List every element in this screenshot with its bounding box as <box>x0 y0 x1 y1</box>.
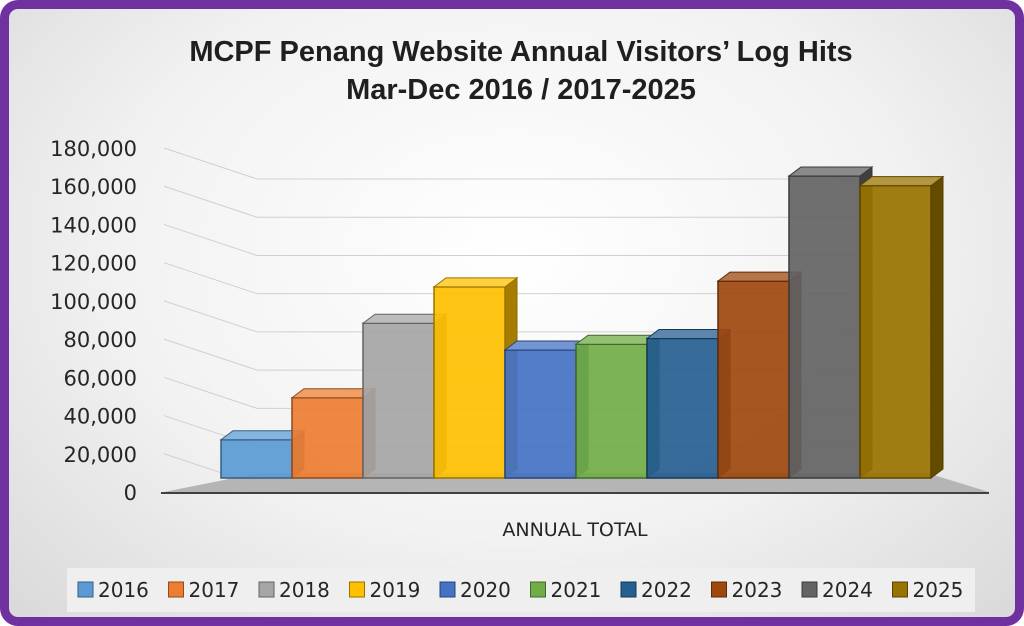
y-tick-label: 80,000 <box>64 328 137 352</box>
bar-top-face <box>858 176 945 187</box>
bar-front-face <box>433 286 506 479</box>
gridline <box>163 262 939 295</box>
y-axis-ticks: 0 20,000 40,000 60,000 80,000 100,000 120,000 1… <box>50 137 137 505</box>
bar-front-face <box>717 280 790 479</box>
legend-label: 2023 <box>732 578 783 602</box>
bar-front-face <box>575 343 648 479</box>
bar-side-face <box>930 175 944 479</box>
legend-label: 2021 <box>551 578 602 602</box>
legend-item-2025: 2025 <box>892 578 964 602</box>
legend-item-2023: 2023 <box>711 578 783 602</box>
bar-front-face <box>220 439 293 479</box>
legend-label: 2016 <box>98 578 149 602</box>
legend-swatch <box>258 581 275 598</box>
y-tick-label: 60,000 <box>64 366 137 390</box>
y-tick-label: 40,000 <box>64 405 137 429</box>
legend-label: 2024 <box>822 578 873 602</box>
bar-chart: MCPF Penang Website Annual Visitors’ Log… <box>50 36 989 612</box>
bars <box>219 166 945 479</box>
legend-swatch <box>892 581 908 598</box>
legend-swatch <box>77 581 94 598</box>
y-tick-label: 180,000 <box>50 137 137 161</box>
gridline <box>163 223 939 256</box>
legend-item-2022: 2022 <box>620 578 692 602</box>
legend-item-2019: 2019 <box>349 578 421 602</box>
legend-swatch <box>620 581 637 598</box>
bar-front-face <box>291 396 364 479</box>
legend-label: 2018 <box>279 578 330 602</box>
legend-label: 2020 <box>460 578 511 602</box>
chart-title: MCPF Penang Website Annual Visitors’ Log… <box>189 36 852 68</box>
legend-item-2017: 2017 <box>168 578 240 602</box>
y-tick-label: 100,000 <box>50 290 137 314</box>
bar-front-face <box>646 337 719 479</box>
legend-item-2016: 2016 <box>77 578 149 602</box>
bar-front-face <box>362 322 435 479</box>
bar-front-face <box>859 184 932 479</box>
legend-item-2018: 2018 <box>258 578 330 602</box>
legend-box <box>67 568 975 612</box>
legend-label: 2022 <box>641 578 692 602</box>
category-label: ANNUAL TOTAL <box>502 519 648 541</box>
y-tick-label: 0 <box>124 481 137 505</box>
gridline <box>163 185 939 218</box>
bar-2025 <box>858 175 945 479</box>
legend-label: 2025 <box>913 578 964 602</box>
gridlines <box>163 147 939 486</box>
legend-item-2020: 2020 <box>439 578 511 602</box>
legend: 2016 2017 2018 2019 2020 2021 2022 2023 2024 2025 <box>77 578 964 602</box>
y-tick-label: 140,000 <box>50 213 137 237</box>
y-tick-label: 20,000 <box>64 443 137 467</box>
legend-swatch <box>168 581 184 598</box>
legend-item-2024: 2024 <box>801 578 873 602</box>
legend-label: 2017 <box>189 578 240 602</box>
legend-swatch <box>801 581 818 598</box>
y-tick-label: 120,000 <box>50 252 137 276</box>
gridline <box>163 147 939 180</box>
bar-top-face <box>787 166 874 177</box>
legend-item-2021: 2021 <box>530 578 602 602</box>
bar-top-face <box>432 277 519 288</box>
chart-subtitle: Mar-Dec 2016 / 2017-2025 <box>346 74 696 106</box>
bar-front-face <box>504 349 577 479</box>
bar-front-face <box>788 175 861 479</box>
legend-swatch <box>349 581 365 598</box>
legend-swatch <box>530 581 546 598</box>
legend-label: 2019 <box>370 578 421 602</box>
legend-swatch <box>711 581 727 598</box>
legend-swatch <box>439 581 456 598</box>
y-tick-label: 160,000 <box>50 175 137 199</box>
